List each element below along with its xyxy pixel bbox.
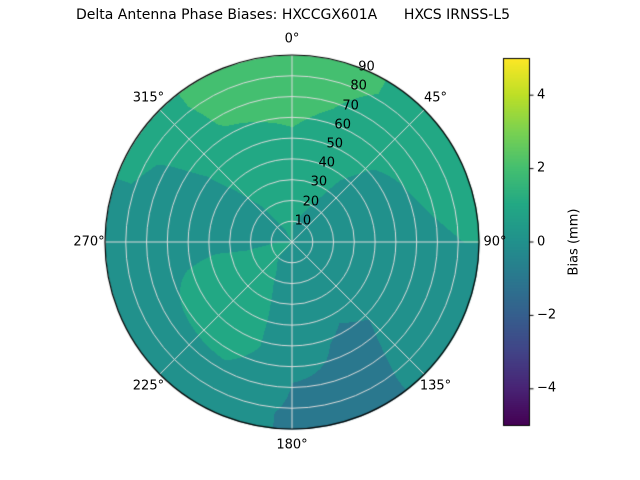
angular-tick-label: 90° (483, 234, 507, 250)
chart-title: Delta Antenna Phase Biases: HXCCGX601A H… (76, 7, 510, 23)
angular-tick-label: 135° (419, 378, 452, 394)
angular-tick-label: 0° (284, 31, 300, 47)
radial-tick-label: 20 (302, 194, 320, 210)
angular-tick-label: 315° (132, 90, 165, 106)
angular-tick-label: 180° (276, 437, 308, 453)
colorbar-axis-label: Bias (mm) (566, 208, 582, 276)
radial-tick-label: 60 (334, 117, 351, 133)
radial-tick-label: 50 (326, 136, 344, 152)
radial-tick-label: 70 (342, 98, 359, 114)
radial-tick-label: 40 (318, 155, 336, 171)
colorbar-tick-label: 4 (537, 87, 546, 103)
colorbar-tick-label: 2 (537, 160, 546, 176)
radial-tick-label: 30 (310, 174, 328, 190)
radial-tick-label: 90 (358, 59, 375, 75)
angular-tick-label: 225° (132, 378, 165, 394)
radial-tick-label: 80 (350, 78, 367, 94)
colorbar-tick-label: 0 (537, 234, 546, 249)
angular-tick-label: 45° (424, 90, 448, 106)
colorbar-tick-label: −4 (537, 380, 557, 396)
colorbar-tick-label: −2 (537, 307, 557, 323)
radial-tick-label: 10 (294, 213, 312, 229)
angular-tick-label: 270° (73, 234, 105, 250)
